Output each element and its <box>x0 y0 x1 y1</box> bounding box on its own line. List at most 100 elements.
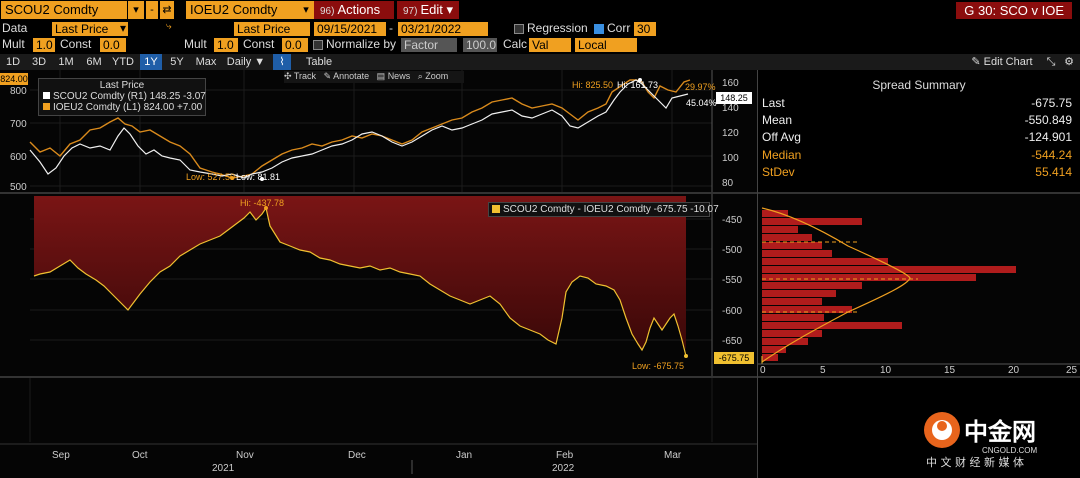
const-field-1[interactable]: 0.0 <box>100 38 126 52</box>
regression-label: Regression <box>527 21 588 35</box>
top-toolbar: SCOU2 Comdty ▾ - ⇄ IOEU2 Comdty ▾ 96) Act… <box>0 0 1080 37</box>
price-legend: Last Price SCOU2 Comdty (R1) 148.25 -3.0… <box>38 78 206 116</box>
hist-tick-15: 15 <box>944 365 956 376</box>
timeframe-ytd[interactable]: YTD <box>112 56 134 68</box>
spread-low-marker <box>684 354 688 358</box>
const-field-2[interactable]: 0.0 <box>282 38 308 52</box>
right-tick-140: 140 <box>722 103 739 114</box>
data-select-1[interactable]: Last Price <box>52 22 128 36</box>
month-mar: Mar <box>664 450 682 461</box>
timeframe-6m[interactable]: 6M <box>86 56 102 68</box>
swap-icon[interactable]: ⇄ <box>160 1 174 19</box>
spread-legend[interactable]: SCOU2 Comdty - IOEU2 Comdty -675.75 -10.… <box>488 202 719 217</box>
legend-ioeu2[interactable]: IOEU2 Comdty (L1) 824.00 +7.00 <box>39 102 205 113</box>
date-from-field[interactable]: 09/15/2021 <box>314 22 386 36</box>
month-sep: Sep <box>52 450 70 461</box>
low-orange-label: Low: 527.50 <box>186 172 235 182</box>
minus-icon[interactable]: - <box>146 1 158 19</box>
corr-label: Corr <box>607 21 631 35</box>
zoom-tool[interactable]: ⌕ Zoom <box>417 71 449 81</box>
ticker2-dropdown[interactable]: ▾ <box>298 1 314 19</box>
news-tool[interactable]: ▤ News <box>376 71 411 81</box>
const-label-2: Const <box>243 37 275 51</box>
month-dec: Dec <box>348 450 366 461</box>
ticker2-field[interactable]: IOEU2 Comdty <box>186 1 298 19</box>
left-price-tag: 824.00 <box>0 73 28 85</box>
hist-tick-5: 5 <box>820 365 826 376</box>
left-tick-700: 700 <box>10 119 27 130</box>
spread-last-tag: -675.75 <box>714 352 754 364</box>
left-tick-800: 800 <box>10 86 27 97</box>
spread-chart-panel[interactable]: -450 -500 -550 -600 -650 Hi: -437.78 Low… <box>0 194 758 376</box>
calc-label: Calc <box>503 37 528 51</box>
logo-tagline: 中 文 财 经 新 媒 体 <box>926 455 1024 469</box>
year-2022: 2022 <box>552 463 575 474</box>
resize-icon[interactable]: ⤡ <box>1046 56 1056 68</box>
factor-number-field[interactable]: 100.0 <box>463 38 497 52</box>
spread-hi-label: Hi: -437.78 <box>240 198 284 208</box>
low-white-marker <box>260 177 264 181</box>
date-to-field[interactable]: 03/21/2022 <box>398 22 488 36</box>
right-tick-80: 80 <box>722 178 734 189</box>
hist-tick-0: 0 <box>760 365 766 376</box>
lower-panel: Sep Oct Nov Dec Jan Feb Mar 2021 2022 <box>0 378 758 478</box>
left-tick-500: 500 <box>10 182 27 192</box>
summary-row-last: Last -675.75 <box>762 96 1072 110</box>
factor-select[interactable]: Factor <box>401 38 457 52</box>
data-select-1-arrow[interactable]: ▾ <box>120 21 127 35</box>
low-white-label: Low: 81.81 <box>236 172 280 182</box>
histogram-panel: 0 5 10 15 20 25 <box>758 194 1080 376</box>
spread-tick-500: -500 <box>722 245 742 256</box>
hi-white-marker <box>638 78 642 82</box>
timeframe-1m[interactable]: 1M <box>58 56 74 68</box>
summary-row-median: Median -544.24 <box>762 148 1072 162</box>
pct-orange-label: 29.97% <box>685 82 716 92</box>
histogram-svg: 0 5 10 15 20 25 <box>758 207 1080 376</box>
track-tool[interactable]: ✣ Track <box>284 71 317 81</box>
timeframe-max[interactable]: Max <box>195 56 217 68</box>
spread-low-label: Low: -675.75 <box>632 361 684 371</box>
month-nov: Nov <box>236 450 254 461</box>
price-chart-panel[interactable]: 800 700 600 500 160 140 120 100 80 Hi: 8… <box>0 70 758 193</box>
corr-checkbox[interactable] <box>594 24 604 34</box>
mult-label: Mult <box>2 37 25 51</box>
legend-header: Last Price <box>99 80 145 91</box>
legend-scou2[interactable]: SCOU2 Comdty (R1) 148.25 -3.07 <box>39 91 206 102</box>
right-tick-100: 100 <box>722 153 739 164</box>
corr-value-field[interactable]: 30 <box>634 22 656 36</box>
link-arrow-icon[interactable]: ⤷ <box>166 21 172 32</box>
timeframe-3d[interactable]: 3D <box>31 56 47 68</box>
logo-svg: 中金网 CNGOLD.COM 中 文 财 经 新 媒 体 <box>924 412 1037 469</box>
divider <box>0 376 1080 378</box>
vertical-divider <box>757 70 758 478</box>
period-select[interactable]: Daily ▼ <box>226 56 266 68</box>
date-dash: - <box>389 21 393 35</box>
ticker1-field[interactable]: SCOU2 Comdty <box>1 1 127 19</box>
table-button[interactable]: Table <box>305 56 333 68</box>
timeframe-5y[interactable]: 5Y <box>170 56 184 68</box>
timeframe-1d[interactable]: 1D <box>5 56 21 68</box>
spread-tick-650: -650 <box>722 336 742 347</box>
right-tick-160: 160 <box>722 78 739 89</box>
timeframe-1y[interactable]: 1Y <box>140 54 162 70</box>
ticker1-dropdown[interactable]: ▾ <box>128 1 144 19</box>
edit-button[interactable]: 97) Edit ▾ <box>397 1 459 19</box>
logo-brand: 中金网 <box>964 418 1036 446</box>
gear-icon[interactable]: ⚙ <box>1064 56 1074 68</box>
summary-title: Spread Summary <box>872 78 966 92</box>
local-select[interactable]: Local <box>575 38 637 52</box>
lower-svg: Sep Oct Nov Dec Jan Feb Mar 2021 2022 <box>0 378 758 474</box>
mult-field-2[interactable]: 1.0 <box>214 38 238 52</box>
regression-checkbox[interactable] <box>514 24 524 34</box>
mult-field-1[interactable]: 1.0 <box>33 38 55 52</box>
normalize-checkbox[interactable] <box>313 40 323 50</box>
calc-select[interactable]: Val <box>529 38 571 52</box>
annotate-tool[interactable]: ✎ Annotate <box>323 71 370 81</box>
actions-button[interactable]: 96)Actions ▾ <box>314 1 394 37</box>
spread-hi-marker <box>264 206 268 210</box>
normal-curve <box>761 207 911 363</box>
summary-row-stdev: StDev 55.414 <box>762 165 1072 179</box>
data-select-2[interactable]: Last Price <box>234 22 310 36</box>
chart-type-icon[interactable]: ⌇ <box>273 54 291 70</box>
edit-chart-button[interactable]: ✎ Edit Chart <box>971 56 1033 68</box>
